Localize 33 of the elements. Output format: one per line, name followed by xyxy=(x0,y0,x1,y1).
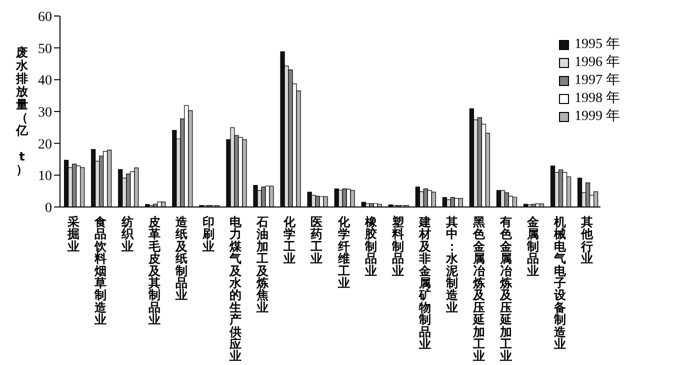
x-tick-label: 纺织业 xyxy=(120,215,135,254)
x-tick-label: 造纸及纸制品业 xyxy=(174,215,189,302)
y-tick-label: 10 xyxy=(38,169,52,184)
x-tick-label: 印刷业 xyxy=(202,215,215,254)
category-label: 皮革毛皮及其制品业 xyxy=(148,215,161,327)
y-tick-label: 20 xyxy=(38,137,52,152)
x-tick-label: 其他行业 xyxy=(580,215,594,266)
legend-label: 1998 年 xyxy=(574,90,620,108)
legend-label: 1996 年 xyxy=(574,54,620,72)
category-label: 机械电气电子设备制造业 xyxy=(554,215,566,351)
y-tick-label: 60 xyxy=(38,10,52,25)
text: 废水排放量（亿 t） xyxy=(16,46,28,176)
category-label: 黑色金属冶炼及压延加工业 xyxy=(472,215,485,364)
x-tick-label: 化学工业 xyxy=(282,215,297,266)
x-tick-label: 石油加工及炼焦业 xyxy=(256,215,270,314)
x-tick-label: 采掘业 xyxy=(66,215,80,254)
category-label: 食品饮料烟草制造业 xyxy=(94,215,107,327)
x-tick-label: 橡胶制品业 xyxy=(364,215,378,278)
x-tick-label: 塑料制品业 xyxy=(390,215,404,278)
category-label: 建材及非金属矿物制品业 xyxy=(418,215,431,351)
y-tick-label: 40 xyxy=(38,74,52,89)
y-tick-label: 0 xyxy=(45,200,52,216)
legend-label: 1999 年 xyxy=(574,108,620,126)
legend-label: 1995 年 xyxy=(574,36,620,54)
y-tick-label: 50 xyxy=(38,42,52,57)
x-tick-label: 医药工业 xyxy=(310,215,323,266)
category-label: 有色金属冶炼及压延加工业 xyxy=(500,215,512,364)
x-tick-label: 化学纤维工业 xyxy=(336,215,351,290)
x-tick-label: 其中：水泥制造业 xyxy=(444,215,459,314)
legend-label: 1997 年 xyxy=(574,72,620,90)
category-label: 电力煤气及水的生产供应业 xyxy=(230,215,242,364)
y-tick-label: 30 xyxy=(38,105,52,120)
x-tick-label: 金属制品业 xyxy=(526,215,540,278)
